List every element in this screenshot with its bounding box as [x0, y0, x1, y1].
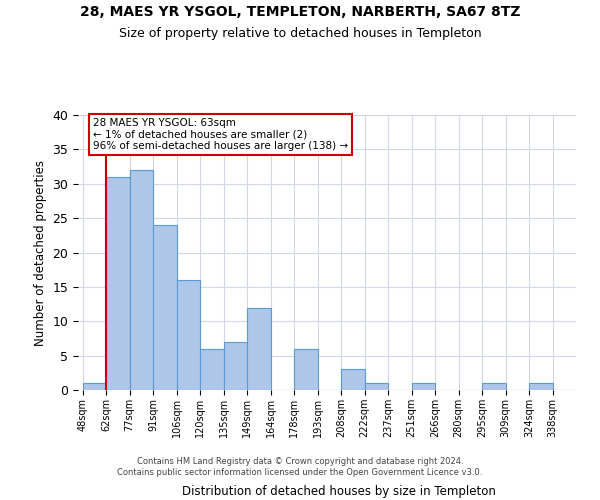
Text: Contains HM Land Registry data © Crown copyright and database right 2024.
Contai: Contains HM Land Registry data © Crown c… — [118, 458, 482, 477]
Bar — [106, 177, 130, 390]
Y-axis label: Number of detached properties: Number of detached properties — [34, 160, 47, 346]
Bar — [529, 383, 553, 390]
Bar — [294, 349, 317, 390]
Bar — [200, 349, 224, 390]
Bar — [224, 342, 247, 390]
Bar — [482, 383, 506, 390]
Bar — [247, 308, 271, 390]
Bar — [341, 370, 365, 390]
Bar — [130, 170, 153, 390]
Bar — [365, 383, 388, 390]
Bar — [153, 225, 176, 390]
Text: 28 MAES YR YSGOL: 63sqm
← 1% of detached houses are smaller (2)
96% of semi-deta: 28 MAES YR YSGOL: 63sqm ← 1% of detached… — [93, 118, 348, 151]
Text: 28, MAES YR YSGOL, TEMPLETON, NARBERTH, SA67 8TZ: 28, MAES YR YSGOL, TEMPLETON, NARBERTH, … — [80, 5, 520, 19]
Bar — [83, 383, 106, 390]
Bar — [176, 280, 200, 390]
Text: Size of property relative to detached houses in Templeton: Size of property relative to detached ho… — [119, 28, 481, 40]
Bar — [412, 383, 435, 390]
Text: Distribution of detached houses by size in Templeton: Distribution of detached houses by size … — [182, 484, 496, 498]
